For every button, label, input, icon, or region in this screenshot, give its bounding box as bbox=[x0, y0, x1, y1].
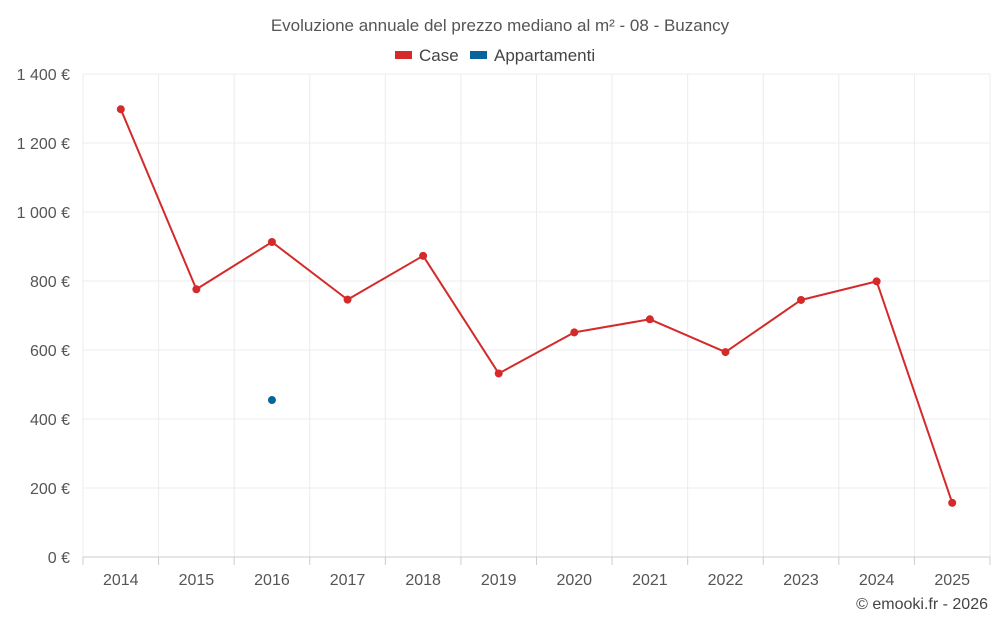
series-lines bbox=[119, 108, 954, 504]
y-tick-label: 400 € bbox=[30, 412, 70, 429]
legend: Case Appartamenti bbox=[395, 46, 595, 65]
x-tick-label: 2014 bbox=[103, 572, 139, 589]
data-point-case[interactable] bbox=[872, 277, 881, 286]
data-point-case[interactable] bbox=[419, 251, 428, 260]
axes: 0 € 200 € 400 € 600 € 800 € 1 000 € 1 200 € 1 4… bbox=[17, 67, 991, 589]
x-tick-label: 2017 bbox=[330, 572, 366, 589]
chart-title: Evoluzione annuale del prezzo mediano al… bbox=[271, 16, 730, 35]
data-point-case[interactable] bbox=[570, 328, 579, 337]
y-tick-label: 1 000 € bbox=[17, 205, 70, 222]
x-tick-label: 2021 bbox=[632, 572, 668, 589]
x-tick-label: 2016 bbox=[254, 572, 290, 589]
y-tick-label: 0 € bbox=[48, 550, 70, 567]
grid bbox=[82, 73, 991, 557]
data-point-case[interactable] bbox=[116, 105, 125, 114]
legend-label-appartamenti[interactable]: Appartamenti bbox=[494, 46, 595, 65]
y-tick-label: 1 400 € bbox=[17, 67, 70, 84]
data-point-case[interactable] bbox=[494, 369, 503, 378]
x-tick-label: 2018 bbox=[405, 572, 441, 589]
series-points bbox=[116, 105, 957, 507]
data-point-case[interactable] bbox=[267, 238, 276, 247]
data-point-appartamenti[interactable] bbox=[267, 396, 276, 405]
y-tick-label: 1 200 € bbox=[17, 136, 70, 153]
x-tick-label: 2025 bbox=[934, 572, 970, 589]
legend-label-case[interactable]: Case bbox=[419, 46, 459, 65]
y-tick-label: 200 € bbox=[30, 481, 70, 498]
data-point-case[interactable] bbox=[645, 315, 654, 324]
x-tick-label: 2020 bbox=[556, 572, 592, 589]
series-line-case bbox=[119, 108, 954, 504]
data-point-case[interactable] bbox=[721, 348, 730, 357]
data-point-case[interactable] bbox=[948, 498, 957, 507]
legend-swatch-appartamenti bbox=[470, 51, 487, 59]
credit-text: © emooki.fr - 2026 bbox=[856, 596, 988, 613]
y-tick-label: 600 € bbox=[30, 343, 70, 360]
x-tick-label: 2022 bbox=[708, 572, 744, 589]
data-point-case[interactable] bbox=[343, 295, 352, 304]
data-point-case[interactable] bbox=[797, 295, 806, 304]
data-point-case[interactable] bbox=[192, 285, 201, 294]
legend-swatch-case bbox=[395, 51, 412, 59]
x-tick-label: 2024 bbox=[859, 572, 895, 589]
x-tick-label: 2023 bbox=[783, 572, 819, 589]
x-tick-label: 2015 bbox=[179, 572, 215, 589]
x-tick-label: 2019 bbox=[481, 572, 517, 589]
y-tick-label: 800 € bbox=[30, 274, 70, 291]
